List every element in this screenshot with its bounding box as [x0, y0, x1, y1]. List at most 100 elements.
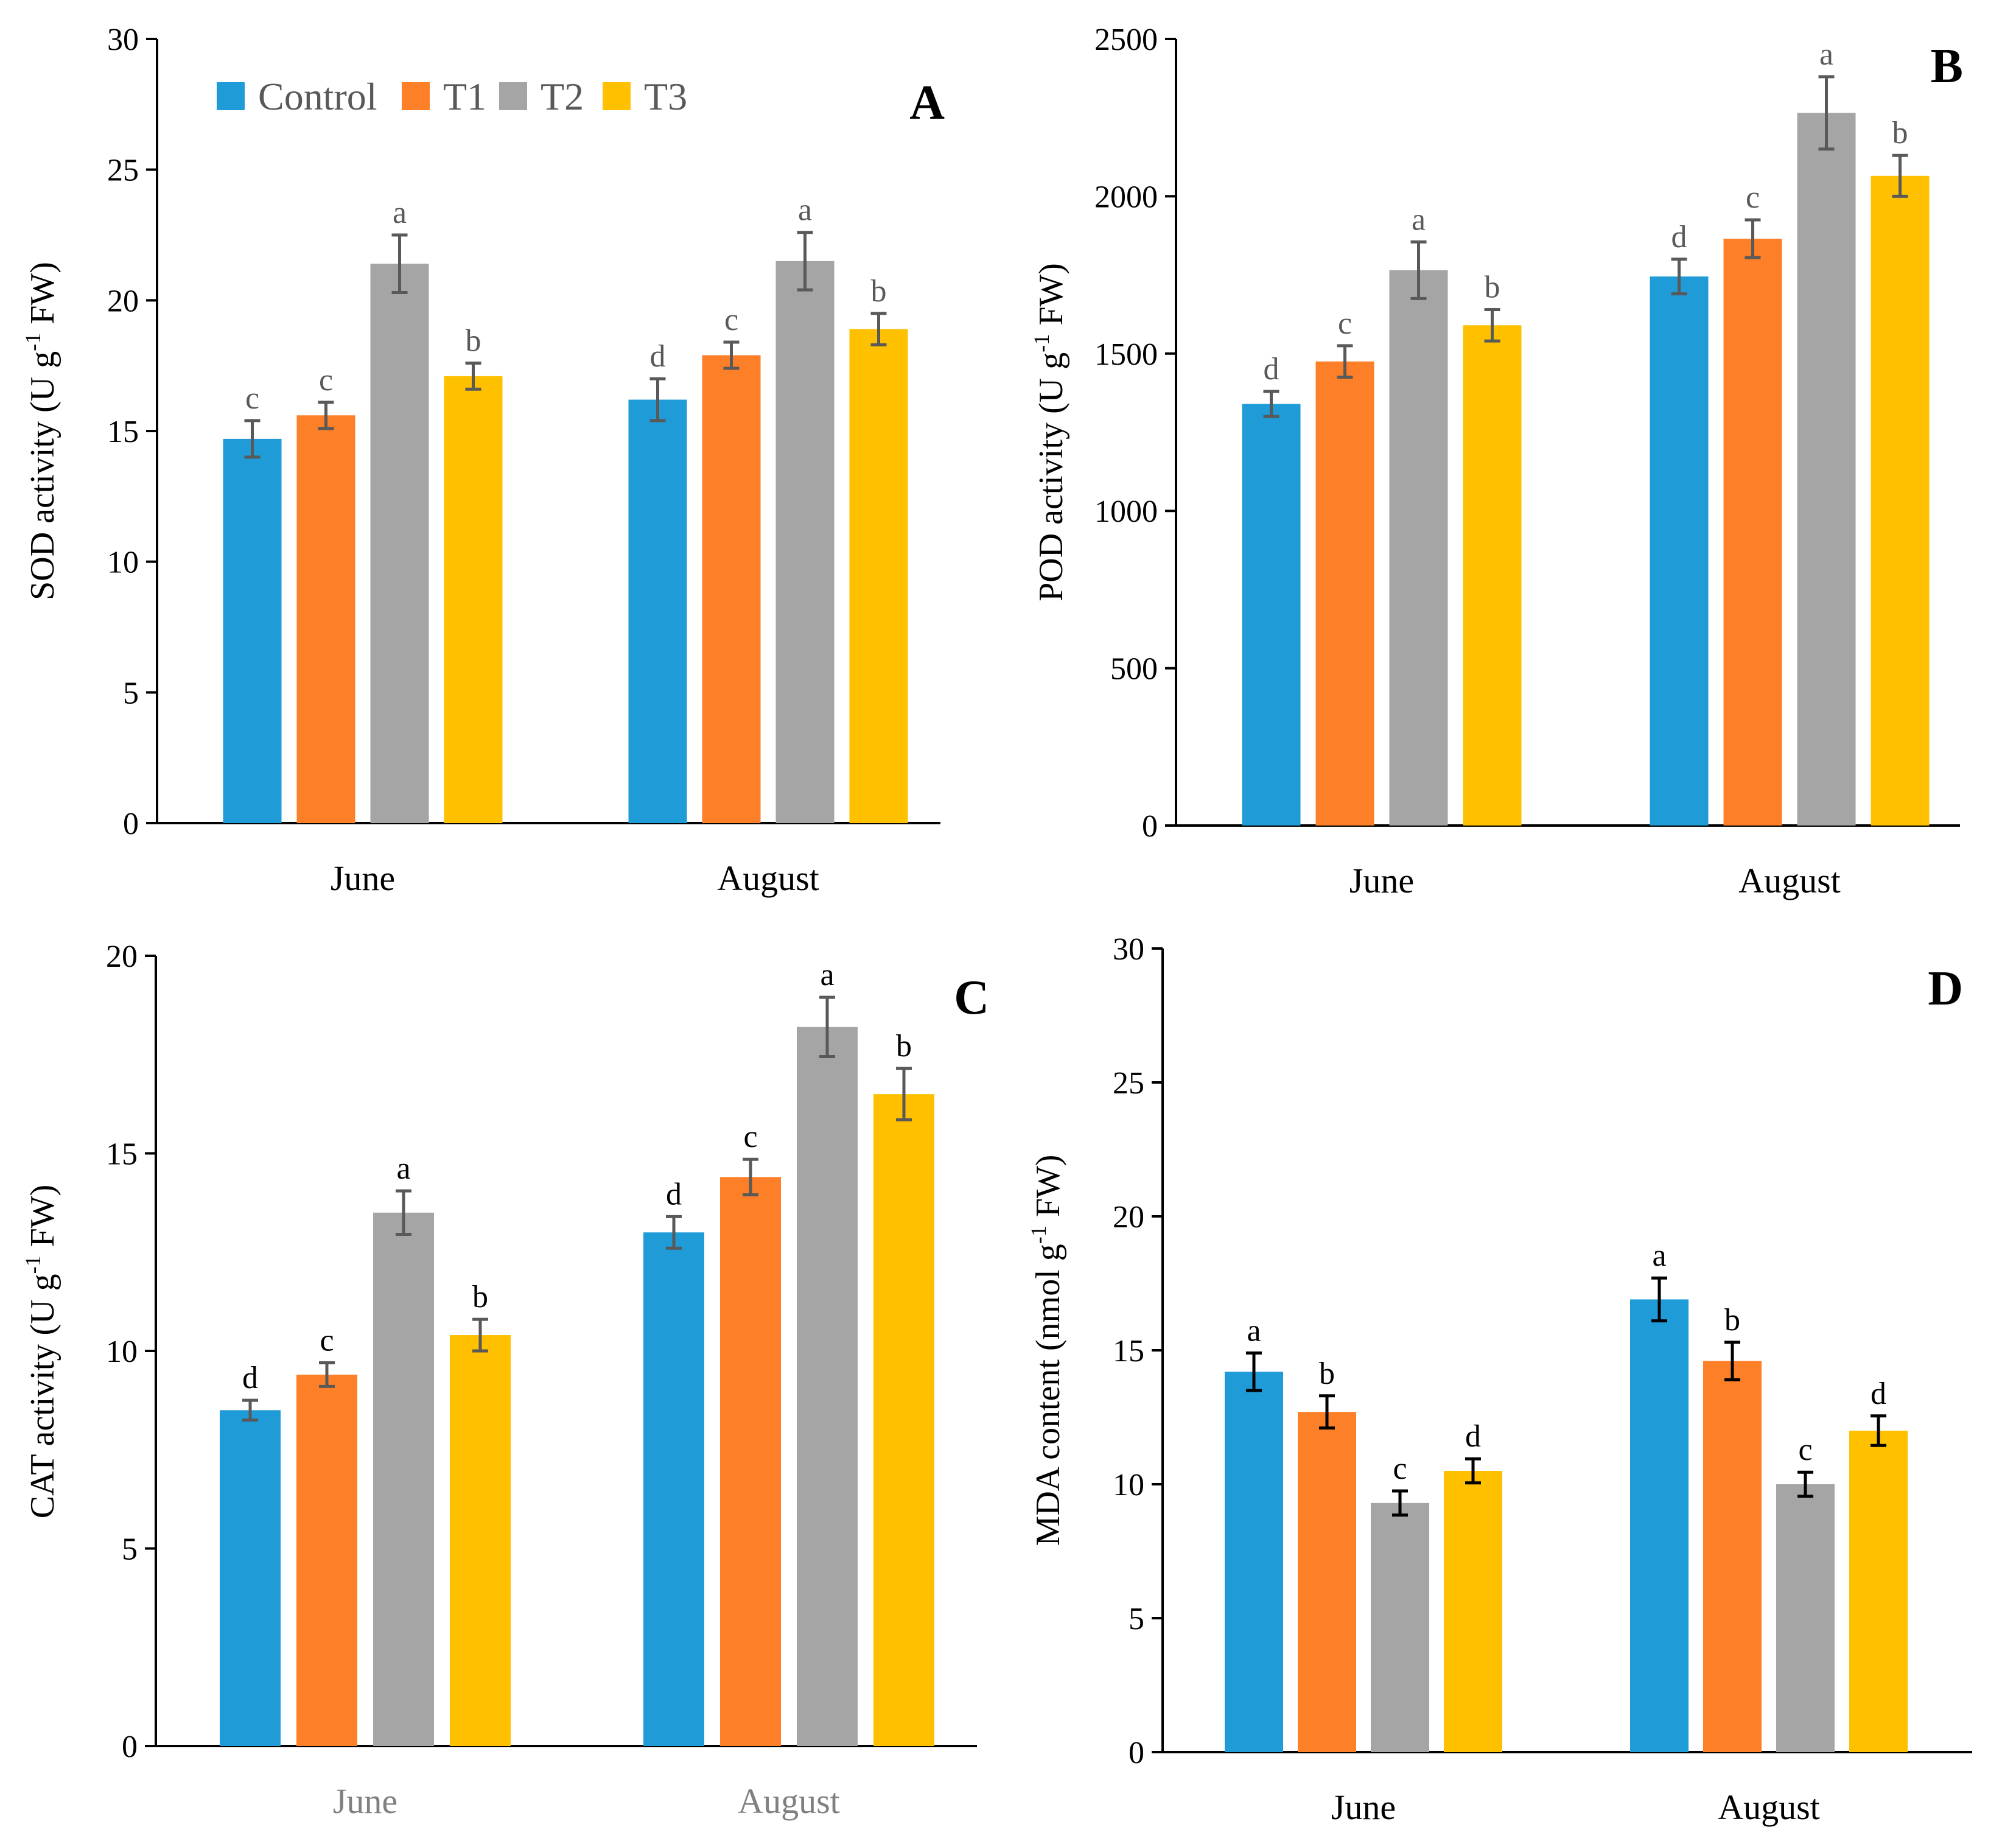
y-tick-label: 15: [106, 1137, 138, 1172]
significance-letter: d: [242, 1361, 258, 1395]
legend-swatch-t3: [603, 82, 631, 110]
y-tick-label: 10: [107, 545, 139, 580]
x-category-label: June: [1349, 861, 1414, 900]
y-tick-label: 1000: [1094, 494, 1158, 529]
bar-t2-june: [1389, 270, 1448, 826]
legend-swatch-t1: [402, 82, 430, 110]
y-tick-label: 25: [1113, 1066, 1144, 1101]
significance-letter: c: [319, 363, 333, 398]
bar-control-june: [223, 438, 282, 823]
y-tick-label: 25: [107, 153, 139, 188]
significance-letter: c: [1338, 306, 1352, 341]
significance-letter: a: [798, 193, 812, 228]
significance-letter: a: [1652, 1238, 1666, 1273]
significance-letter: d: [650, 339, 666, 374]
legend-label-control: Control: [258, 75, 377, 118]
bar-t3-august: [1871, 175, 1930, 826]
bar-t1-june: [1315, 361, 1374, 826]
x-category-label: August: [738, 1781, 840, 1821]
significance-letter: b: [1724, 1303, 1740, 1338]
y-tick-label: 20: [107, 284, 139, 318]
significance-letter: d: [666, 1177, 682, 1212]
y-tick-label: 10: [106, 1334, 138, 1369]
significance-letter: c: [320, 1323, 334, 1358]
bar-t3-june: [450, 1335, 511, 1746]
bar-t1-june: [296, 415, 355, 823]
y-tick-label: 0: [122, 1730, 138, 1764]
x-category-label: June: [1331, 1787, 1396, 1827]
y-tick-label: 20: [106, 939, 138, 974]
significance-letter: c: [1746, 180, 1760, 215]
y-tick-label: 15: [107, 415, 139, 449]
significance-letter: d: [1465, 1419, 1481, 1454]
panel-b-pod-chart: 0 500 1000 1500 2000 2500 d c a b June d c a b August PO…: [1029, 23, 1963, 900]
legend: Control T1 T2 T3: [217, 75, 687, 118]
y-tick-label: 5: [122, 1532, 138, 1567]
y-tick-label: 30: [107, 23, 139, 57]
y-axis-label-part: SOD activity (U g: [24, 351, 61, 600]
significance-letter: d: [1871, 1376, 1886, 1411]
y-tick-label: 2000: [1094, 180, 1158, 214]
y-axis-label: POD activity (U g-1 FW): [1029, 263, 1070, 601]
bar-control-august: [1630, 1299, 1689, 1752]
panel-a-sod-chart: 0 5 10 15 20 25 30 c c a b June d c a b August SOD activi…: [21, 23, 945, 898]
significance-letter: d: [1264, 352, 1279, 387]
y-axis-label-part: FW): [24, 1185, 61, 1256]
bar-control-june: [1225, 1372, 1283, 1752]
bar-t1-august: [720, 1177, 781, 1746]
panel-label: B: [1931, 40, 1963, 93]
y-tick-label: 0: [1142, 809, 1158, 844]
significance-letter: c: [245, 381, 259, 416]
bar-t2-june: [1371, 1503, 1429, 1752]
bar-t3-june: [1463, 325, 1522, 826]
significance-letter: a: [1412, 202, 1426, 237]
x-category-label: August: [717, 858, 819, 898]
y-axis-label: SOD activity (U g-1 FW): [21, 262, 61, 600]
bar-t3-august: [1849, 1431, 1908, 1752]
significance-letter: a: [1819, 37, 1833, 72]
bar-t3-august: [873, 1094, 934, 1746]
bar-t2-june: [370, 264, 429, 823]
legend-label-t2: T2: [541, 75, 584, 118]
bar-t1-august: [1703, 1361, 1762, 1752]
panel-label: A: [909, 76, 945, 130]
y-axis-label-part: CAT activity (U g: [24, 1274, 61, 1518]
x-category-label: August: [1718, 1787, 1820, 1827]
significance-letter: c: [1798, 1432, 1812, 1467]
y-tick-label: 0: [123, 807, 139, 841]
panel-label: C: [954, 971, 989, 1025]
bar-control-august: [643, 1232, 704, 1746]
y-tick-label: 20: [1113, 1200, 1144, 1235]
legend-label-t1: T1: [443, 75, 486, 118]
y-axis-label-part: FW): [1029, 1155, 1067, 1226]
legend-swatch-t2: [499, 82, 527, 110]
y-axis-label: MDA content (nmol g-1 FW): [1026, 1155, 1067, 1546]
significance-letter: d: [1671, 220, 1687, 254]
bar-t2-august: [1797, 113, 1856, 826]
y-axis-label-superscript: -1: [1026, 1226, 1051, 1244]
y-axis-label-part: POD activity (U g: [1032, 352, 1070, 601]
y-tick-label: 15: [1113, 1334, 1144, 1369]
bar-t2-august: [797, 1026, 858, 1746]
significance-letter: a: [820, 958, 834, 992]
y-tick-label: 10: [1113, 1468, 1144, 1503]
bar-control-august: [1650, 276, 1709, 826]
significance-letter: a: [1247, 1313, 1261, 1348]
x-category-label: June: [331, 858, 395, 898]
significance-letter: c: [1393, 1451, 1407, 1486]
significance-letter: a: [393, 195, 407, 230]
legend-swatch-control: [217, 82, 245, 110]
bar-t3-june: [444, 376, 503, 823]
bar-t1-june: [1298, 1412, 1356, 1752]
significance-letter: a: [396, 1151, 410, 1186]
significance-letter: b: [1319, 1356, 1335, 1391]
bar-t3-june: [1444, 1471, 1502, 1752]
y-tick-label: 5: [123, 676, 139, 710]
legend-label-t3: T3: [644, 75, 687, 118]
y-axis-label-superscript: -1: [21, 333, 45, 351]
bar-control-june: [1242, 404, 1301, 826]
significance-letter: b: [896, 1029, 912, 1064]
significance-letter: b: [1485, 270, 1500, 304]
bar-control-june: [220, 1410, 281, 1746]
bar-t3-august: [849, 329, 908, 823]
